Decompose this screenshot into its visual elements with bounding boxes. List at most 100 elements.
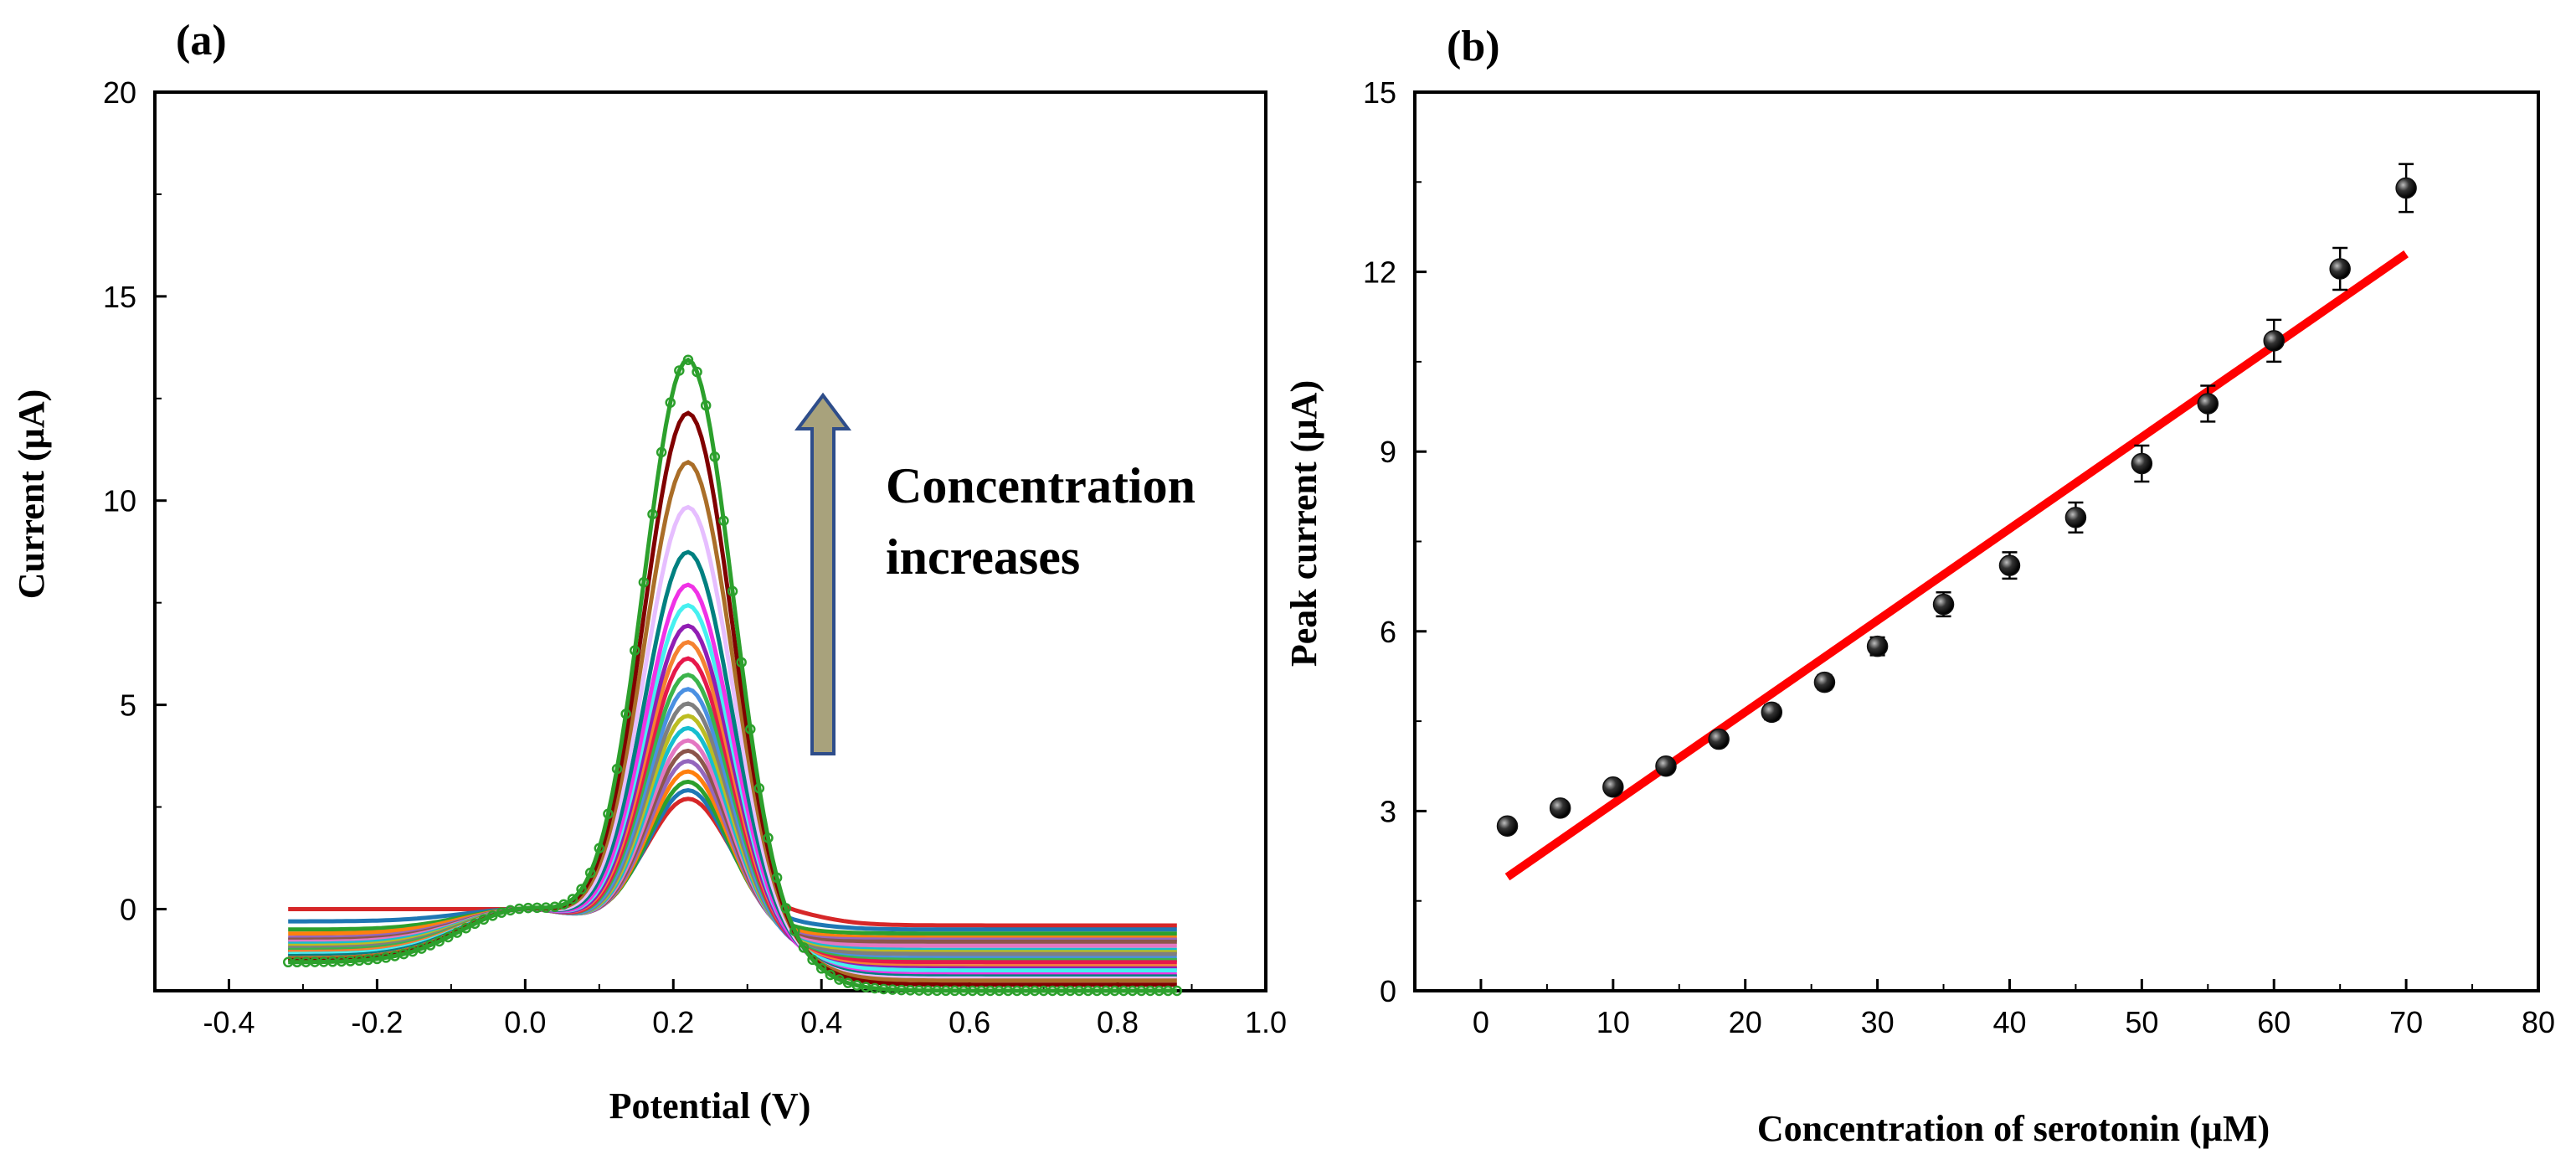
curve-marker xyxy=(674,365,685,376)
data-point xyxy=(1813,671,1836,693)
curve-marker xyxy=(576,884,587,894)
curve-marker xyxy=(630,645,640,656)
panel-b-xtick-label: 60 xyxy=(2257,1005,2291,1039)
panel-b-ytick-label: 9 xyxy=(1380,435,1396,469)
curve-marker xyxy=(700,400,712,411)
panel-b-xtick-label: 30 xyxy=(1861,1005,1895,1039)
panel-b-xtick-label: 50 xyxy=(2125,1005,2158,1039)
data-point xyxy=(1998,554,2021,576)
curve-marker xyxy=(434,936,445,947)
data-point xyxy=(1602,776,1624,798)
panel-b-xtick-label: 0 xyxy=(1473,1005,1489,1039)
curve-marker xyxy=(665,397,676,408)
panel-b-ytick-label: 15 xyxy=(1363,75,1396,110)
curve-marker xyxy=(763,833,774,843)
curve-marker xyxy=(558,899,569,910)
curve-marker xyxy=(478,914,490,925)
curve-marker xyxy=(424,940,436,951)
panel-a-xtick-label: 0.8 xyxy=(1097,1005,1139,1039)
curve-marker xyxy=(443,931,454,943)
curve-marker xyxy=(407,946,419,957)
curve-marker xyxy=(647,508,658,520)
curve-marker xyxy=(745,724,756,735)
panel-a-ylabel: Current (µA) xyxy=(11,389,52,600)
curve-marker xyxy=(620,709,631,719)
data-point xyxy=(1761,701,1783,724)
curve-marker xyxy=(834,974,845,985)
data-point xyxy=(2263,330,2285,352)
curve-marker xyxy=(611,763,623,775)
panel-b: (b) 0 10 20 30 40 50 60 70 80 0 3 6 9 12 15 Concentrat… xyxy=(1283,23,2555,1149)
panel-a-xtick-label: -0.2 xyxy=(351,1005,403,1039)
curve-marker xyxy=(469,918,481,930)
curve-marker xyxy=(1171,985,1183,997)
panel-a-xtick-label: 0.4 xyxy=(800,1005,842,1039)
data-point xyxy=(1932,593,1955,616)
curve-marker xyxy=(771,872,783,884)
panel-a-ytick-label: 5 xyxy=(120,688,136,723)
curve-marker xyxy=(807,954,818,966)
curve-marker xyxy=(416,943,427,954)
curve-marker xyxy=(460,922,471,934)
curve-marker xyxy=(594,843,605,854)
curve-marker xyxy=(584,867,596,879)
curve-marker xyxy=(656,446,667,458)
panel-a-xtick-label: 0.0 xyxy=(504,1005,546,1039)
panel-a-ytick-label: 10 xyxy=(103,484,136,518)
curve-marker xyxy=(638,576,650,588)
curve-marker xyxy=(603,808,614,819)
curve-marker xyxy=(842,977,854,988)
data-point xyxy=(1496,815,1519,838)
data-point xyxy=(2197,393,2219,415)
curve-marker xyxy=(451,927,463,938)
curve-marker xyxy=(709,451,721,462)
data-point xyxy=(2131,452,2153,475)
curve-marker xyxy=(789,925,800,936)
data-point xyxy=(2064,507,2087,528)
curve-marker xyxy=(798,942,810,953)
panel-b-ticks: 0 10 20 30 40 50 60 70 80 0 3 6 9 12 15 xyxy=(1363,75,2555,1039)
annotation-line-2: increases xyxy=(886,529,1080,585)
panel-a-xtick-label: 1.0 xyxy=(1245,1005,1287,1039)
arrow-icon xyxy=(794,392,851,755)
panel-a-plot-frame xyxy=(153,90,1267,992)
panel-a-ytick-label: 20 xyxy=(103,75,136,110)
panel-b-ytick-label: 3 xyxy=(1380,794,1396,828)
curve-marker xyxy=(815,963,827,974)
curve-marker xyxy=(727,585,738,597)
panel-a-xtick-label: 0.6 xyxy=(949,1005,990,1039)
data-point xyxy=(1549,797,1571,819)
curve-marker xyxy=(567,894,578,905)
panel-a-xtick-label: 0.2 xyxy=(652,1005,694,1039)
curve-marker xyxy=(487,910,498,921)
data-point xyxy=(1866,635,1889,657)
panel-b-xtick-label: 20 xyxy=(1729,1005,1762,1039)
panel-b-label: (b) xyxy=(1447,23,1500,70)
curve-marker xyxy=(780,903,791,914)
curve-marker xyxy=(718,515,729,527)
panel-b-xtick-label: 40 xyxy=(1992,1005,2026,1039)
panel-b-fit xyxy=(1504,250,2409,881)
panel-b-xtick-label: 80 xyxy=(2522,1005,2555,1039)
panel-a-xtick-label: -0.4 xyxy=(203,1005,255,1039)
curve-marker xyxy=(692,366,702,378)
linear-fit-line xyxy=(1504,250,2409,881)
panel-a-xlabel: Potential (V) xyxy=(609,1085,811,1126)
panel-b-ylabel: Peak current (µA) xyxy=(1283,380,1324,667)
curve-marker xyxy=(398,948,409,960)
panel-b-ytick-label: 12 xyxy=(1363,255,1396,290)
data-point xyxy=(1708,728,1730,750)
panel-b-ytick-label: 6 xyxy=(1380,615,1396,649)
panel-b-plot-frame xyxy=(1413,90,2540,992)
panel-a-ticks: -0.4 -0.2 0.0 0.2 0.4 0.6 0.8 1.0 0 5 10 15 20 xyxy=(103,75,1287,1039)
panel-b-xtick-label: 10 xyxy=(1597,1005,1630,1039)
panel-b-xlabel: Concentration of serotonin (µM) xyxy=(1757,1108,2270,1149)
panel-a-curves xyxy=(282,354,1183,997)
panel-a: (a) -0.4 -0.2 0.0 0.2 0.4 0.6 0.8 1.0 0 5 10 15 20 C… xyxy=(11,17,1287,1126)
data-point xyxy=(1655,755,1677,777)
concentration-arrow xyxy=(794,392,851,755)
curve-marker xyxy=(682,354,694,365)
panel-b-points xyxy=(1496,162,2417,838)
panel-b-xtick-label: 70 xyxy=(2389,1005,2423,1039)
